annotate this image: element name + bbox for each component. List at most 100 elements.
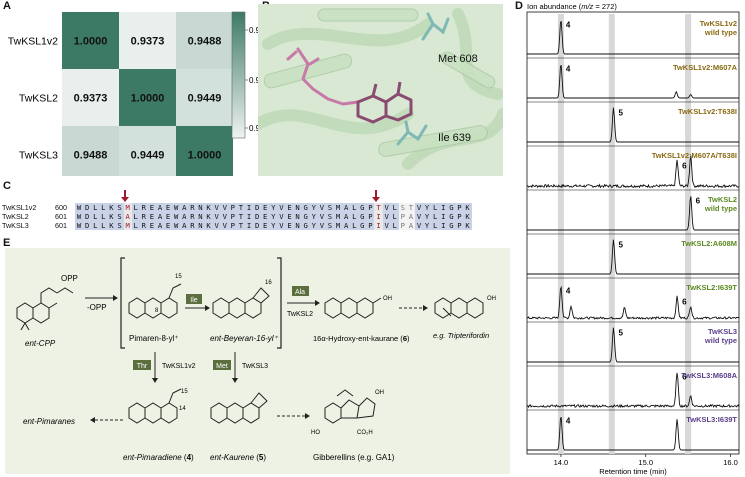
heatmap-cell-value: 1.0000: [131, 93, 165, 105]
alignment-residue: V: [220, 221, 229, 230]
alignment-residue: E: [285, 221, 294, 230]
chromatogram-xlabel: Retention time (min): [599, 467, 667, 476]
heatmap-cell: [119, 69, 176, 126]
alignment-residue: G: [301, 212, 310, 221]
ent-cpp-label: ent-CPP: [25, 339, 56, 348]
alignment-residue: I: [244, 221, 254, 230]
alignment-residue: E: [147, 221, 156, 230]
trace-name-label: TwKSL2:A608M: [681, 239, 737, 248]
alignment-residue: Y: [423, 221, 432, 230]
carbon-14-label: 14: [179, 406, 186, 412]
alignment-residue: S: [325, 212, 334, 221]
alignment-residue: Y: [309, 221, 318, 230]
alignment-residue: K: [107, 221, 116, 230]
alignment-residue: Y: [423, 212, 432, 221]
alignment-residue: Y: [309, 203, 318, 212]
alignment-residue: V: [277, 212, 286, 221]
alignment-residue: S: [325, 203, 334, 212]
alignment-residue: V: [317, 203, 326, 212]
alignment-residue: N: [196, 212, 205, 221]
chromatogram-trace: [527, 21, 739, 55]
alignment-residue: K: [463, 212, 472, 221]
alignment-row: TwKSL1v2 600 W D L L K S M L R E A E W A R N K V V P T I D E Y V E N G…: [2, 203, 472, 212]
alignment-residue: A: [342, 221, 351, 230]
alignment-residue: V: [382, 221, 391, 230]
peak-label: 5: [618, 241, 623, 250]
hydroxy-kaurane-structure: [324, 297, 382, 319]
alignment-residue: K: [107, 212, 116, 221]
alignment-seq-start: 600: [55, 203, 67, 212]
alignment-seq-start: 601: [55, 212, 67, 221]
alignment-residue: V: [220, 203, 229, 212]
alignment-residue: L: [390, 203, 399, 212]
heatmap-cells: 1.0000 0.9373 0.9488 0.9373 1.0000 0.9449 0.94…: [62, 12, 233, 176]
heatmap-cell: [62, 12, 119, 69]
alignment-residue: T: [374, 203, 383, 212]
alignment-residue: V: [317, 212, 326, 221]
alignment-residue: K: [107, 203, 116, 212]
trace-sub-label: wild type: [704, 204, 737, 213]
alignment-residue: E: [261, 221, 270, 230]
peak-label: 6: [682, 298, 687, 307]
heatmap-cell-value: 0.9373: [74, 93, 108, 105]
tripterifordin-structure: [434, 297, 484, 319]
residue-label-met608: Met 608: [438, 53, 478, 65]
alignment-residue: V: [382, 203, 391, 212]
alignment-residue: P: [366, 221, 375, 230]
opp-label: OPP: [61, 274, 78, 283]
peak-label: 6: [682, 373, 687, 382]
alignment-residue: L: [99, 221, 108, 230]
alignment-residue: T: [406, 203, 415, 212]
badge-ala-label: Ala: [295, 289, 305, 296]
alignment-residue: D: [253, 212, 262, 221]
alignment-residue: Y: [269, 212, 278, 221]
trace-name-label: TwKSL1v2: [700, 19, 737, 28]
alignment-residue: M: [334, 221, 343, 230]
alignment-residue: L: [350, 212, 359, 221]
chromatogram-trace: [527, 65, 739, 99]
pimaradiene-c15-label: 15: [181, 389, 188, 395]
alignment-residue: V: [382, 212, 391, 221]
alignment-residue: N: [196, 221, 205, 230]
alignment-residue: A: [155, 203, 165, 212]
alignment-residue: S: [115, 203, 124, 212]
alignment-residue: P: [455, 203, 464, 212]
peak-label: 6: [682, 161, 687, 170]
alignment-residue: L: [431, 221, 440, 230]
heatmap-cell-value: 1.0000: [188, 150, 222, 162]
alignment-residue: E: [261, 212, 270, 221]
carbon-16-label: 16: [265, 280, 272, 286]
alignment-residue: A: [406, 221, 415, 230]
trace-name-label: TwKSL2:I639T: [686, 283, 737, 292]
alignment-residue: V: [414, 203, 424, 212]
sequence-alignment: TwKSL1v2 600 W D L L K S M L R E A E W A R N K V V P T I D E Y V E N G…: [0, 190, 512, 230]
tripterifordin-oh-label: OH: [487, 296, 496, 302]
alignment-residue: L: [350, 203, 359, 212]
alignment-residue: D: [253, 203, 262, 212]
heatmap-cell: [62, 126, 119, 176]
identity-heatmap: 1.0000 0.9373 0.9488 0.9373 1.0000 0.9449 0.94…: [8, 11, 260, 176]
heatmap-cell: [119, 126, 176, 176]
alignment-residue: A: [180, 203, 189, 212]
chromatogram-trace: [527, 417, 739, 451]
alignment-residue: E: [261, 203, 270, 212]
chromatogram-trace: [527, 239, 739, 275]
panel-label-c: C: [3, 180, 11, 192]
alignment-residue: S: [115, 221, 124, 230]
alignment-residue: A: [180, 212, 189, 221]
kaurene-structure: [210, 392, 268, 424]
alignment-residue: A: [155, 221, 165, 230]
alignment-residue: A: [155, 212, 165, 221]
alignment-residue: L: [350, 221, 359, 230]
alignment-residue: E: [164, 221, 173, 230]
alignment-residue: G: [447, 203, 456, 212]
tripterifordin-label: e.g. Tripterifordin: [433, 331, 489, 340]
alignment-residue: L: [99, 203, 108, 212]
colorbar-tick-label: 0.95: [249, 124, 260, 133]
alignment-arrows: [121, 190, 380, 202]
alignment-residue: V: [220, 212, 229, 221]
enzyme-twksl3-label: TwKSL3: [242, 363, 268, 370]
alignment-residue: G: [301, 203, 310, 212]
heatmap-cell: [119, 12, 176, 69]
